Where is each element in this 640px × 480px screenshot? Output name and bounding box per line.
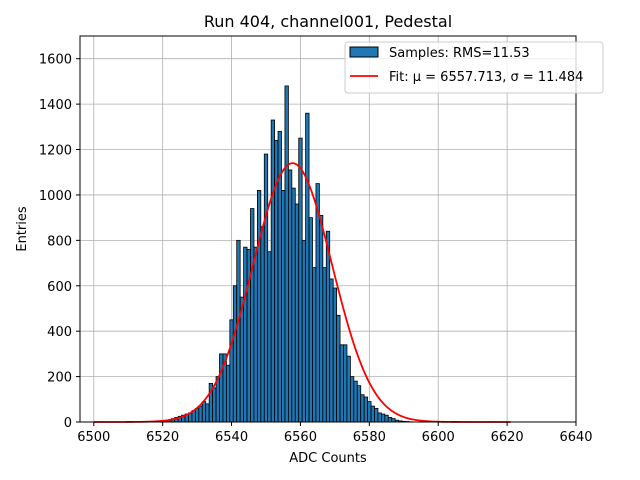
- histogram-bar: [284, 85, 289, 423]
- histogram-bar: [250, 208, 255, 423]
- plot-frame: [79, 35, 577, 423]
- x-tick-label: 6640: [559, 430, 592, 445]
- histogram-bar: [270, 119, 276, 423]
- x-tick-label: 6560: [284, 430, 317, 445]
- x-tick-label: 6540: [215, 430, 248, 445]
- legend-swatch-samples: [349, 46, 379, 58]
- histogram-bar: [287, 169, 293, 423]
- histogram-bar: [349, 376, 355, 423]
- histogram-bar: [229, 319, 234, 423]
- y-tick-label: 600: [47, 280, 72, 295]
- histogram-bar: [343, 344, 348, 423]
- histogram-bar: [256, 189, 262, 423]
- y-axis-label: Entries: [15, 206, 30, 252]
- histogram-bar: [391, 418, 396, 423]
- histogram-bar: [346, 355, 351, 423]
- histogram-bar: [356, 385, 362, 423]
- histogram-bar: [294, 203, 300, 423]
- histogram-bar: [370, 405, 375, 423]
- histogram-bar: [267, 251, 272, 423]
- histogram-bar: [281, 189, 286, 423]
- x-axis-ticks: 6500 6520 6540 6560 6580 6600 6620 6640: [77, 422, 593, 445]
- y-tick-label: 800: [47, 234, 72, 249]
- histogram-bar: [232, 285, 238, 423]
- histogram-bar: [201, 401, 207, 423]
- histogram-bar: [336, 314, 341, 423]
- x-tick-label: 6520: [146, 430, 179, 445]
- histogram-bars: [163, 85, 413, 423]
- histogram-bar: [194, 407, 200, 423]
- x-tick-label: 6600: [422, 430, 455, 445]
- histogram-bar: [367, 401, 372, 423]
- histogram-bar: [315, 183, 320, 423]
- histogram-bar: [215, 376, 220, 423]
- y-tick-label: 0: [64, 416, 72, 431]
- histogram-bar: [377, 412, 382, 423]
- y-tick-label: 1200: [39, 144, 72, 159]
- histogram-bar: [212, 387, 217, 423]
- y-tick-label: 400: [47, 325, 72, 340]
- chart-title: Run 404, channel001, Pedestal: [204, 12, 452, 31]
- histogram-bar: [374, 407, 379, 423]
- histogram-bar: [263, 153, 269, 423]
- histogram-bar: [308, 217, 313, 423]
- histogram-bar: [322, 267, 327, 423]
- histogram-bar: [353, 380, 358, 423]
- x-tick-label: 6580: [353, 430, 386, 445]
- histogram-bar: [260, 226, 265, 423]
- y-tick-label: 1400: [39, 98, 72, 113]
- histogram-bar: [225, 364, 231, 423]
- histogram-bar: [312, 267, 317, 423]
- legend: Samples: RMS=11.53 Fit: μ = 6557.713, σ …: [344, 41, 604, 94]
- histogram-bar: [301, 239, 307, 423]
- x-tick-label: 6620: [491, 430, 524, 445]
- histogram-bar: [243, 246, 248, 423]
- histogram-bar: [380, 413, 386, 423]
- histogram-bar: [291, 187, 296, 423]
- histogram-bar: [329, 278, 334, 423]
- histogram-bar: [339, 344, 344, 423]
- legend-box: [344, 41, 604, 94]
- histogram-bar: [298, 137, 303, 423]
- y-tick-label: 1600: [39, 53, 72, 68]
- x-tick-label: 6500: [77, 430, 110, 445]
- histogram-bar: [253, 246, 258, 423]
- histogram-bar: [198, 405, 203, 423]
- histogram-bar: [387, 417, 393, 423]
- legend-label-fit: Fit: μ = 6557.713, σ = 11.484: [389, 70, 583, 85]
- histogram-bar: [384, 414, 389, 423]
- histogram-bar: [325, 230, 331, 423]
- y-axis-ticks: 0 200 400 600 800 1000 1200 1400 1600: [39, 53, 80, 431]
- histogram-bar: [318, 214, 324, 423]
- histogram-bar: [305, 112, 310, 423]
- histogram-bar: [363, 396, 369, 423]
- histogram-bar: [205, 403, 210, 423]
- histogram-bar: [236, 239, 241, 423]
- y-tick-label: 200: [47, 371, 72, 386]
- x-axis-label: ADC Counts: [289, 451, 367, 466]
- histogram-bar: [360, 394, 365, 423]
- histogram-bar: [332, 287, 338, 423]
- y-tick-label: 1000: [39, 189, 72, 204]
- legend-label-samples: Samples: RMS=11.53: [389, 46, 530, 61]
- histogram-bar: [219, 353, 224, 423]
